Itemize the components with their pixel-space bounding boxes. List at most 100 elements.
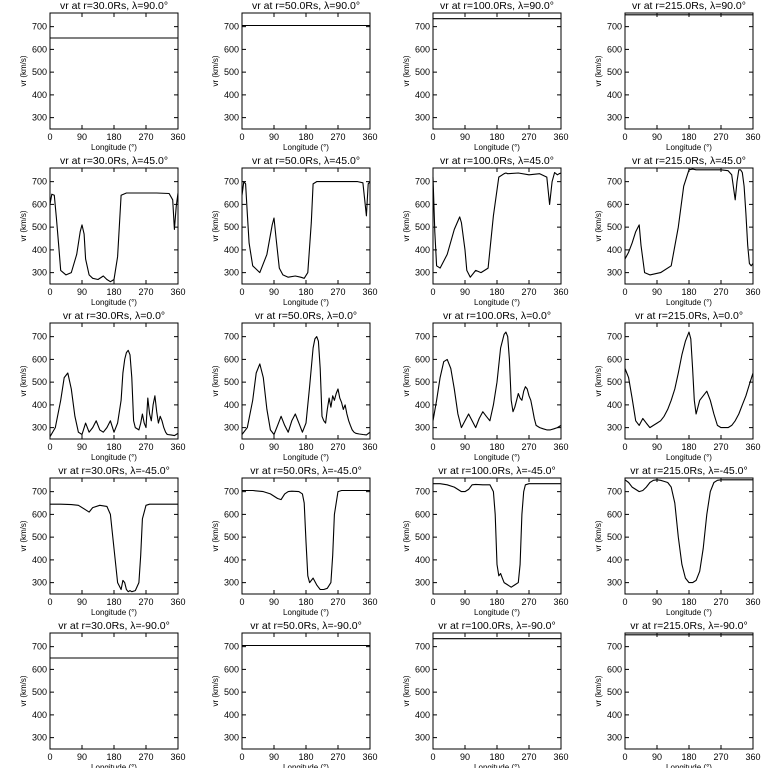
y-tick-label: 400 <box>415 400 430 410</box>
chart-panel: vr at r=215.0Rs, λ=-90.0° 0 90 180 270 360 300… <box>594 620 761 768</box>
x-tick-label: 360 <box>362 597 377 607</box>
series-line <box>432 331 562 431</box>
y-axis-label: vr (km/s) <box>19 365 28 396</box>
x-tick-label: 180 <box>298 132 313 142</box>
y-tick-label: 700 <box>224 22 239 32</box>
y-tick-label: 300 <box>607 423 622 433</box>
y-axis-label: vr (km/s) <box>19 210 28 241</box>
x-tick-label: 270 <box>138 442 153 452</box>
y-axis-label: vr (km/s) <box>402 55 411 86</box>
y-tick-label: 500 <box>224 222 239 232</box>
y-tick-label: 300 <box>607 733 622 743</box>
y-axis-label: vr (km/s) <box>211 210 220 241</box>
y-tick-label: 500 <box>32 67 47 77</box>
x-tick-label: 0 <box>622 752 627 762</box>
x-axis-label: Longitude (°) <box>474 453 520 462</box>
series-line <box>241 181 371 279</box>
y-tick-label: 400 <box>32 555 47 565</box>
x-axis-label: Longitude (°) <box>474 298 520 307</box>
chart-panel: vr at r=50.0Rs, λ=-90.0° 0 90 180 270 360 300 4… <box>211 620 378 768</box>
x-tick-label: 180 <box>106 132 121 142</box>
x-axis-label: Longitude (°) <box>283 763 329 768</box>
y-tick-label: 500 <box>607 222 622 232</box>
y-tick-label: 500 <box>607 377 622 387</box>
y-tick-label: 600 <box>32 354 47 364</box>
y-tick-label: 400 <box>32 90 47 100</box>
y-tick-label: 400 <box>32 710 47 720</box>
chart-panel: vr at r=215.0Rs, λ=0.0° 0 90 180 270 360 300 40… <box>594 310 761 462</box>
y-tick-label: 700 <box>607 332 622 342</box>
y-axis-label: vr (km/s) <box>211 675 220 706</box>
plot-frame <box>241 167 371 285</box>
x-axis-label: Longitude (°) <box>474 763 520 768</box>
x-tick-label: 360 <box>362 287 377 297</box>
chart-panel: vr at r=50.0Rs, λ=-45.0° 0 90 180 270 360 300 4… <box>211 465 378 617</box>
x-tick-label: 90 <box>77 752 87 762</box>
y-tick-label: 300 <box>607 113 622 123</box>
y-tick-label: 500 <box>224 532 239 542</box>
y-tick-label: 400 <box>224 400 239 410</box>
x-tick-label: 270 <box>713 132 728 142</box>
y-tick-label: 600 <box>224 664 239 674</box>
x-tick-label: 180 <box>681 597 696 607</box>
plot-frame <box>49 167 179 285</box>
chart-panel: vr at r=50.0Rs, λ=45.0° 0 90 180 270 360 300 40… <box>211 155 378 307</box>
y-tick-label: 700 <box>32 177 47 187</box>
series-line <box>624 168 754 276</box>
plot-frame <box>49 12 179 130</box>
series-line <box>241 336 371 436</box>
y-tick-label: 500 <box>32 687 47 697</box>
y-tick-label: 400 <box>607 400 622 410</box>
x-tick-label: 360 <box>745 442 760 452</box>
y-axis-label: vr (km/s) <box>211 55 220 86</box>
y-tick-label: 600 <box>607 664 622 674</box>
chart-panel: vr at r=50.0Rs, λ=0.0° 0 90 180 270 360 300 400… <box>211 310 378 462</box>
x-tick-label: 360 <box>553 132 568 142</box>
y-axis-label: vr (km/s) <box>594 210 603 241</box>
x-tick-label: 90 <box>77 132 87 142</box>
chart-panel: vr at r=30.0Rs, λ=-90.0° 0 90 180 270 360 300 4… <box>19 620 186 768</box>
x-tick-label: 360 <box>745 132 760 142</box>
y-tick-label: 400 <box>415 710 430 720</box>
x-tick-label: 180 <box>489 442 504 452</box>
x-tick-label: 270 <box>138 132 153 142</box>
x-axis-label: Longitude (°) <box>283 298 329 307</box>
chart-title: vr at r=50.0Rs, λ=-90.0° <box>250 620 362 632</box>
y-tick-label: 700 <box>415 332 430 342</box>
y-tick-label: 400 <box>607 245 622 255</box>
y-tick-label: 400 <box>224 245 239 255</box>
chart-panel: vr at r=100.0Rs, λ=90.0° 0 90 180 270 360 300 4… <box>402 0 569 152</box>
y-axis-label: vr (km/s) <box>594 55 603 86</box>
x-tick-label: 180 <box>298 442 313 452</box>
y-tick-label: 300 <box>32 423 47 433</box>
y-tick-label: 300 <box>224 733 239 743</box>
chart-panel: vr at r=100.0Rs, λ=0.0° 0 90 180 270 360 300 40… <box>402 310 569 462</box>
x-tick-label: 90 <box>652 442 662 452</box>
y-tick-label: 300 <box>32 268 47 278</box>
x-axis-label: Longitude (°) <box>91 143 137 152</box>
series-line <box>50 503 178 593</box>
y-tick-label: 300 <box>32 578 47 588</box>
x-axis-label: Longitude (°) <box>666 763 712 768</box>
x-tick-label: 270 <box>521 287 536 297</box>
x-tick-label: 0 <box>622 132 627 142</box>
y-tick-label: 700 <box>415 22 430 32</box>
x-tick-label: 90 <box>269 442 279 452</box>
chart-title: vr at r=30.0Rs, λ=-90.0° <box>58 620 170 632</box>
x-tick-label: 90 <box>77 287 87 297</box>
x-tick-label: 360 <box>170 132 185 142</box>
y-tick-label: 500 <box>415 377 430 387</box>
y-tick-label: 600 <box>415 354 430 364</box>
x-axis-label: Longitude (°) <box>474 608 520 617</box>
x-tick-label: 270 <box>521 442 536 452</box>
x-tick-label: 90 <box>652 597 662 607</box>
chart-title: vr at r=215.0Rs, λ=90.0° <box>632 0 746 12</box>
x-tick-label: 360 <box>553 287 568 297</box>
plot-frame <box>241 632 371 750</box>
x-tick-label: 270 <box>138 287 153 297</box>
x-axis-label: Longitude (°) <box>91 453 137 462</box>
y-axis-label: vr (km/s) <box>19 520 28 551</box>
y-axis-label: vr (km/s) <box>211 365 220 396</box>
x-tick-label: 180 <box>489 132 504 142</box>
